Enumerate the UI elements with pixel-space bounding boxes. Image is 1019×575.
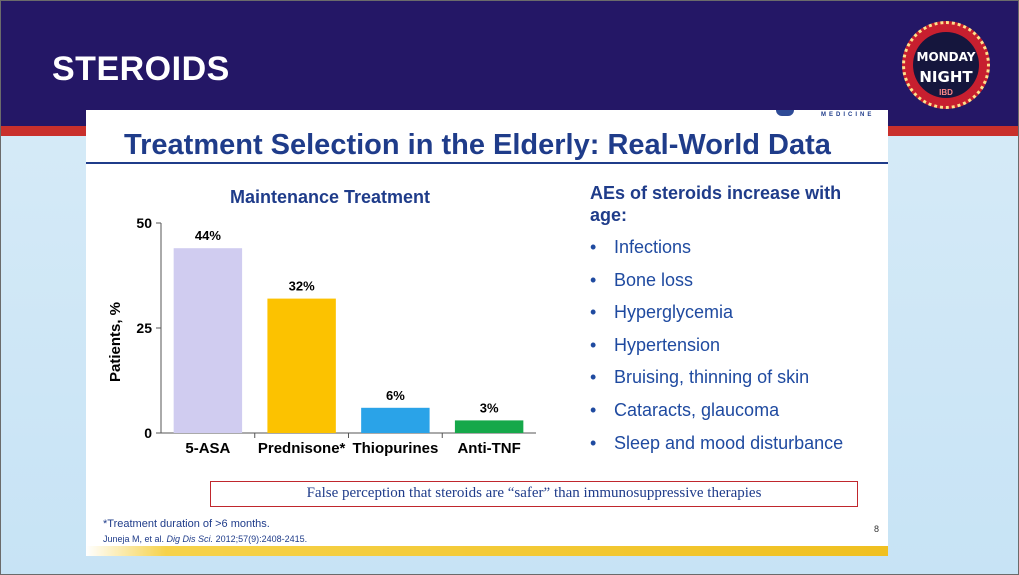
logo-line-2: NIGHT [919, 68, 973, 86]
aes-list: • Infections • Bone loss • Hyperglycemia • H… [590, 236, 843, 464]
bar-5-asa [173, 248, 243, 433]
title-divider [86, 162, 888, 164]
footer-band [86, 546, 888, 556]
bar-value-label: 32% [289, 279, 315, 294]
deck-title: STEROIDS [52, 50, 230, 88]
ae-list-item: • Bone loss [590, 269, 843, 302]
ae-item-text: Bruising, thinning of skin [614, 367, 810, 388]
y-tick-label: 50 [136, 215, 152, 231]
category-label: Anti-TNF [457, 440, 520, 457]
reference-citation: Juneja M, et al. Dig Dis Sci. 2012;57(9)… [103, 534, 307, 544]
monday-night-ibd-logo: MONDAY NIGHT IBD [902, 21, 990, 109]
logo-line-1: MONDAY [916, 50, 976, 64]
ae-item-text: Infections [614, 237, 692, 257]
ae-list-item: • Infections [590, 236, 843, 269]
bullet-icon: • [590, 237, 597, 257]
ae-list-item: • Hyperglycemia [590, 301, 843, 334]
institution-crest-icon [776, 110, 794, 116]
bullet-icon: • [590, 432, 597, 453]
y-tick-label: 0 [144, 425, 152, 441]
bar-value-label: 44% [195, 228, 221, 243]
bullet-icon: • [590, 334, 597, 355]
category-label: Thiopurines [352, 440, 438, 457]
ae-list-item: • Bruising, thinning of skin [590, 366, 843, 399]
page-number: 8 [874, 524, 880, 534]
slide-title: Treatment Selection in the Elderly: Real… [124, 129, 831, 161]
reference-journal: Dig Dis Sci. [166, 534, 214, 544]
maintenance-bar-chart: Maintenance Treatment Patients, % 0 25 50 4… [107, 187, 536, 457]
bar-thiopurines [361, 407, 430, 433]
callout-box: False perception that steroids are “safe… [210, 481, 858, 507]
bar-anti-tnf [454, 420, 524, 433]
ae-list-item: • Sleep and mood disturbance [590, 432, 843, 465]
header-bar [1, 1, 1018, 126]
bullet-icon: • [590, 302, 597, 323]
logo-line-3: IBD [939, 88, 953, 97]
reference-author: Juneja M, et al. [103, 534, 167, 544]
institution-name: MEDICINE [821, 112, 875, 118]
ae-item-text: Cataracts, glaucoma [614, 399, 780, 420]
bullet-icon: • [590, 399, 597, 420]
ae-list-item: • Cataracts, glaucoma [590, 399, 843, 432]
ae-list-item: • Hypertension [590, 334, 843, 367]
y-tick-label: 25 [136, 320, 152, 336]
chart-title: Maintenance Treatment [230, 187, 430, 207]
bullet-icon: • [590, 269, 597, 290]
bar-value-label: 3% [480, 400, 499, 415]
embedded-slide: MEDICINE Treatment Selection in the Elde… [86, 110, 888, 556]
ae-item-text: Sleep and mood disturbance [614, 432, 844, 453]
bar-value-label: 6% [386, 388, 405, 403]
y-axis-label: Patients, % [107, 302, 124, 382]
category-label: 5-ASA [185, 440, 230, 457]
bar-prednisone [267, 298, 336, 433]
logo-badge: MONDAY NIGHT IBD [913, 32, 979, 98]
bullet-icon: • [590, 367, 597, 388]
ae-item-text: Hypertension [614, 334, 721, 355]
ae-item-text: Bone loss [614, 269, 694, 290]
footnote: *Treatment duration of >6 months. [103, 518, 270, 530]
aes-heading: AEs of steroids increase with age: [590, 183, 842, 225]
reference-details: 2012;57(9):2408-2415. [213, 534, 308, 544]
ae-item-text: Hyperglycemia [614, 302, 734, 323]
category-label: Prednisone* [258, 440, 346, 457]
